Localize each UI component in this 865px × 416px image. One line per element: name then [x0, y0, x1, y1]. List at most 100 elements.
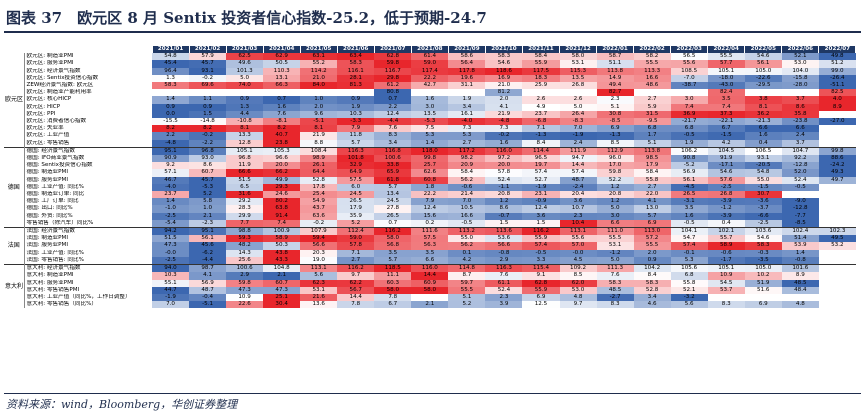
- value-cell: 69.6: [189, 82, 227, 90]
- value-cell: 5.2: [448, 301, 486, 309]
- value-cell: 55.5: [707, 53, 745, 61]
- value-cell: 96.8: [189, 146, 227, 156]
- value-cell: [337, 89, 375, 97]
- value-cell: 10.4: [559, 219, 597, 228]
- value-cell: 48.7: [189, 286, 227, 294]
- value-cell: 7.7: [226, 219, 264, 228]
- value-cell: 57.4: [559, 169, 597, 177]
- value-cell: 2.7: [448, 139, 486, 148]
- table-row: 零售销售（除汽车）同比% -5.4 -2.3 7.7 7.4 -0.2 5.2 0.7 0.2-…: [4, 219, 856, 228]
- value-cell: 2.7: [337, 256, 375, 265]
- value-cell: -1.1: [485, 183, 523, 192]
- value-cell: 96.0: [596, 155, 634, 163]
- value-cell: -0.2: [189, 74, 227, 83]
- value-cell: -0.5: [670, 219, 708, 228]
- value-cell: 56.9: [670, 169, 708, 177]
- value-cell: 113.8: [633, 146, 671, 156]
- value-cell: 59.7: [448, 279, 486, 287]
- table-row: 德国: 出口: 同比% -1.0 1.0 28.3 63.8 43.7 17.9 27.8 12…: [4, 205, 856, 213]
- value-cell: 25.7: [411, 162, 449, 170]
- value-cell: 7.3: [448, 125, 486, 133]
- value-cell: 5.3: [670, 256, 708, 265]
- table-row: 德国: 制造业订单: 同比 23.7 5.2 31.6 24.6 25.4 24.5 13.4…: [4, 191, 856, 199]
- value-cell: -3.9: [707, 198, 745, 206]
- value-cell: 7.4: [707, 103, 745, 111]
- value-cell: 3.5: [374, 249, 412, 257]
- value-cell: 2.6: [559, 96, 597, 104]
- value-cell: 90.8: [670, 155, 708, 163]
- value-cell: -0.8: [781, 256, 819, 265]
- table-row: 欧元区: 零售销售 -4.8 -2.2 12.8 23.8 8.8 5.7 3.4 1.4 2.7…: [4, 139, 856, 148]
- value-cell: 49.8: [818, 53, 856, 61]
- value-cell: 17.9: [337, 205, 375, 213]
- value-cell: 62.0: [559, 279, 597, 287]
- value-cell: -4.0: [152, 183, 190, 192]
- value-cell: 63.1: [300, 53, 338, 61]
- value-cell: 58.4: [522, 53, 560, 61]
- value-cell: 2.7: [633, 96, 671, 104]
- value-cell: 47.3: [263, 286, 301, 294]
- value-cell: 118.5: [374, 264, 412, 273]
- value-cell: 93.0: [189, 155, 227, 163]
- value-cell: 5.0: [596, 256, 634, 265]
- table-row: 欧元区: Sentix投资信心指数 1.3 -0.2 5.0 13.1 21.0 28.1 2…: [4, 74, 856, 83]
- value-cell: 4.1: [485, 103, 523, 111]
- value-cell: [818, 272, 856, 280]
- value-cell: 5.2: [337, 219, 375, 228]
- value-cell: 31.5: [633, 110, 671, 119]
- value-cell: 5.6: [670, 301, 708, 309]
- value-cell: 12.8: [226, 139, 264, 148]
- value-cell: 114.8: [448, 264, 486, 273]
- value-cell: 116.2: [522, 227, 560, 236]
- value-cell: -1.5: [707, 132, 745, 140]
- indicator-label: 法国: 工业产值: 同比%: [26, 249, 84, 256]
- value-cell: 21.9: [300, 132, 338, 140]
- value-cell: 55.9: [522, 60, 560, 68]
- value-cell: 21.6: [300, 293, 338, 302]
- indicator-label: 欧元区: 核心HICP: [26, 96, 72, 103]
- value-cell: 22.0: [633, 191, 671, 199]
- value-cell: 62.5: [226, 53, 264, 61]
- value-cell: 7.0: [559, 125, 597, 133]
- header-row: 2021/01 2021/02 2021/03 2021/04 2021/05 2021/…: [4, 46, 857, 54]
- value-cell: -23.8: [781, 118, 819, 126]
- value-cell: 7.9: [337, 125, 375, 133]
- value-cell: -7.7: [781, 212, 819, 220]
- value-cell: [818, 183, 856, 192]
- value-cell: 8.1: [744, 103, 782, 111]
- value-cell: 0.0: [152, 110, 190, 119]
- value-cell: 24.5: [374, 198, 412, 206]
- value-cell: -0.5: [448, 219, 486, 228]
- value-cell: [818, 219, 856, 228]
- value-cell: 115.3: [559, 67, 597, 75]
- value-cell: 26.5: [337, 198, 375, 206]
- value-cell: 8.2: [189, 125, 227, 133]
- indicator-heatmap-table: 2021/01 2021/02 2021/03 2021/04 2021/05 2021/…: [4, 46, 857, 309]
- value-cell: 105.1: [707, 264, 745, 273]
- table-row: 德国: 制造业PMI 57.1 60.7 66.6 66.2 64.4 64.9 65.9 62…: [4, 169, 856, 177]
- value-cell: 12.5: [522, 301, 560, 309]
- value-cell: [818, 256, 856, 265]
- indicator-label: 欧元区: 经济景气指数: [26, 67, 81, 74]
- value-cell: 8.6: [781, 103, 819, 111]
- value-cell: -0.2: [485, 132, 523, 140]
- value-cell: -0.0: [152, 249, 190, 257]
- value-cell: 55.8: [633, 176, 671, 184]
- value-cell: 57.5: [411, 235, 449, 243]
- value-cell: 24.5: [337, 191, 375, 199]
- value-cell: 1.1: [189, 96, 227, 104]
- value-cell: -6.8: [522, 118, 560, 126]
- value-cell: -0.6: [448, 183, 486, 192]
- value-cell: 55.1: [152, 279, 190, 287]
- value-cell: 116.0: [485, 146, 523, 156]
- value-cell: 31.1: [448, 82, 486, 90]
- indicator-label: 德国: IFO商业景气指数: [26, 155, 85, 162]
- value-cell: 28.3: [226, 205, 264, 213]
- indicator-label: 欧元区: 制造业产能利用率: [26, 89, 92, 96]
- value-cell: 17.8: [300, 183, 338, 192]
- value-cell: -8.5: [596, 118, 634, 126]
- value-cell: 23.1: [522, 191, 560, 199]
- column-header: 2021/08: [411, 46, 449, 54]
- value-cell: 4.9: [522, 103, 560, 111]
- table-row: 法国: 制造业PMI 51.5 56.1 59.3 58.9 59.4 59.0 58.0 57…: [4, 235, 856, 243]
